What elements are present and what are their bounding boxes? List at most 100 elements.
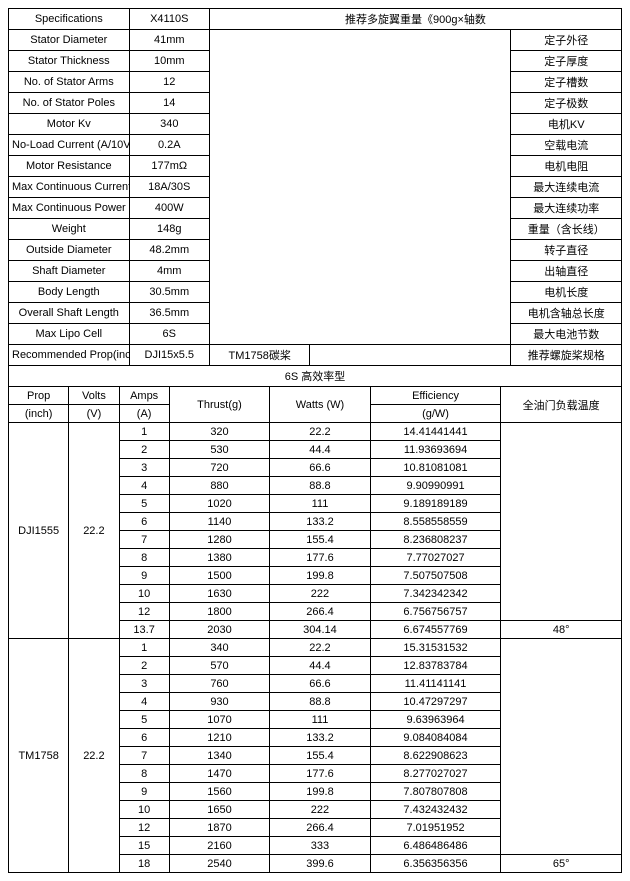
spec-val: 41mm xyxy=(129,30,209,51)
spec-val: 0.2A xyxy=(129,135,209,156)
perf-title-row: 6S 高效率型 xyxy=(9,366,622,387)
perf-watts: 133.2 xyxy=(270,729,370,747)
perf-row: TM175822.2134022.215.31531532 xyxy=(9,639,622,657)
spec-val: DJI15x5.5 xyxy=(129,345,209,366)
perf-amps: 9 xyxy=(119,567,169,585)
perf-thrust: 1500 xyxy=(169,567,269,585)
perf-amps: 2 xyxy=(119,441,169,459)
perf-watts: 111 xyxy=(270,711,370,729)
perf-eff: 8.622908623 xyxy=(370,747,501,765)
spec-en: Shaft Diameter xyxy=(9,261,130,282)
spec-val: 30.5mm xyxy=(129,282,209,303)
spec-val: 400W xyxy=(129,198,209,219)
perf-row: DJI155522.2132022.214.41441441 xyxy=(9,423,622,441)
perf-amps: 13.7 xyxy=(119,621,169,639)
spec-en: Recommended Prop(inch) xyxy=(9,345,130,366)
hdr-eff: Efficiency xyxy=(370,387,501,405)
perf-eff: 7.342342342 xyxy=(370,585,501,603)
perf-thrust: 1280 xyxy=(169,531,269,549)
perf-volts: 22.2 xyxy=(69,423,119,639)
perf-prop: DJI1555 xyxy=(9,423,69,639)
perf-thrust: 320 xyxy=(169,423,269,441)
perf-thrust: 570 xyxy=(169,657,269,675)
perf-watts: 111 xyxy=(270,495,370,513)
hdr-thrust: Thrust(g) xyxy=(169,387,269,423)
spec-zh: 电机含轴总长度 xyxy=(511,303,622,324)
perf-thrust: 1560 xyxy=(169,783,269,801)
perf-amps: 12 xyxy=(119,819,169,837)
perf-thrust: 1380 xyxy=(169,549,269,567)
perf-eff: 7.01951952 xyxy=(370,819,501,837)
spec-zh: 空载电流 xyxy=(511,135,622,156)
perf-amps: 10 xyxy=(119,801,169,819)
perf-thrust: 1870 xyxy=(169,819,269,837)
perf-temp-blank xyxy=(501,639,622,855)
spec-zh: 转子直径 xyxy=(511,240,622,261)
perf-watts: 304.14 xyxy=(270,621,370,639)
perf-amps: 4 xyxy=(119,477,169,495)
perf-watts: 155.4 xyxy=(270,747,370,765)
perf-eff: 11.41141141 xyxy=(370,675,501,693)
spec-en: Max Continuous Power xyxy=(9,198,130,219)
spec-zh: 电机KV xyxy=(511,114,622,135)
perf-title: 6S 高效率型 xyxy=(9,366,622,387)
perf-prop: TM1758 xyxy=(9,639,69,873)
spec-zh: 电机电阻 xyxy=(511,156,622,177)
hdr-volts-u: (V) xyxy=(69,405,119,423)
perf-watts: 333 xyxy=(270,837,370,855)
perf-watts: 88.8 xyxy=(270,477,370,495)
hdr-volts: Volts xyxy=(69,387,119,405)
hdr-eff-u: (g/W) xyxy=(370,405,501,423)
spec-en: Weight xyxy=(9,219,130,240)
perf-eff: 10.81081081 xyxy=(370,459,501,477)
perf-amps: 6 xyxy=(119,513,169,531)
perf-amps: 12 xyxy=(119,603,169,621)
perf-amps: 7 xyxy=(119,531,169,549)
perf-temp-blank xyxy=(501,423,622,621)
spec-blank xyxy=(410,345,510,366)
perf-amps: 9 xyxy=(119,783,169,801)
spec-val: 14 xyxy=(129,93,209,114)
perf-amps: 5 xyxy=(119,495,169,513)
perf-thrust: 1210 xyxy=(169,729,269,747)
perf-eff: 11.93693694 xyxy=(370,441,501,459)
perf-eff: 6.756756757 xyxy=(370,603,501,621)
perf-eff: 7.507507508 xyxy=(370,567,501,585)
perf-watts: 22.2 xyxy=(270,639,370,657)
spec-en: Body Length xyxy=(9,282,130,303)
perf-eff: 6.356356356 xyxy=(370,855,501,873)
perf-eff: 10.47297297 xyxy=(370,693,501,711)
perf-thrust: 1800 xyxy=(169,603,269,621)
perf-eff: 7.807807808 xyxy=(370,783,501,801)
spec-blank-merged xyxy=(209,30,510,345)
hdr-prop: Prop xyxy=(9,387,69,405)
perf-amps: 18 xyxy=(119,855,169,873)
perf-watts: 66.6 xyxy=(270,459,370,477)
perf-eff: 6.674557769 xyxy=(370,621,501,639)
perf-watts: 199.8 xyxy=(270,783,370,801)
perf-eff: 8.558558559 xyxy=(370,513,501,531)
perf-amps: 10 xyxy=(119,585,169,603)
spec-val: 4mm xyxy=(129,261,209,282)
spec-en: Stator Thickness xyxy=(9,51,130,72)
perf-amps: 1 xyxy=(119,423,169,441)
perf-thrust: 2030 xyxy=(169,621,269,639)
model-cell: X4110S xyxy=(129,9,209,30)
perf-header-row-1: Prop Volts Amps Thrust(g) Watts (W) Effi… xyxy=(9,387,622,405)
perf-eff: 8.277027027 xyxy=(370,765,501,783)
perf-watts: 44.4 xyxy=(270,657,370,675)
spec-en: Outside Diameter xyxy=(9,240,130,261)
spec-blank xyxy=(310,345,410,366)
spec-zh: 最大连续电流 xyxy=(511,177,622,198)
spec-val: 18A/30S xyxy=(129,177,209,198)
perf-watts: 88.8 xyxy=(270,693,370,711)
hdr-watts: Watts (W) xyxy=(270,387,370,423)
perf-eff: 9.90990991 xyxy=(370,477,501,495)
perf-watts: 222 xyxy=(270,801,370,819)
spec-val: 36.5mm xyxy=(129,303,209,324)
spec-en: Max Continuous Current xyxy=(9,177,130,198)
perf-thrust: 2540 xyxy=(169,855,269,873)
perf-amps: 3 xyxy=(119,675,169,693)
perf-eff: 6.486486486 xyxy=(370,837,501,855)
perf-eff: 14.41441441 xyxy=(370,423,501,441)
